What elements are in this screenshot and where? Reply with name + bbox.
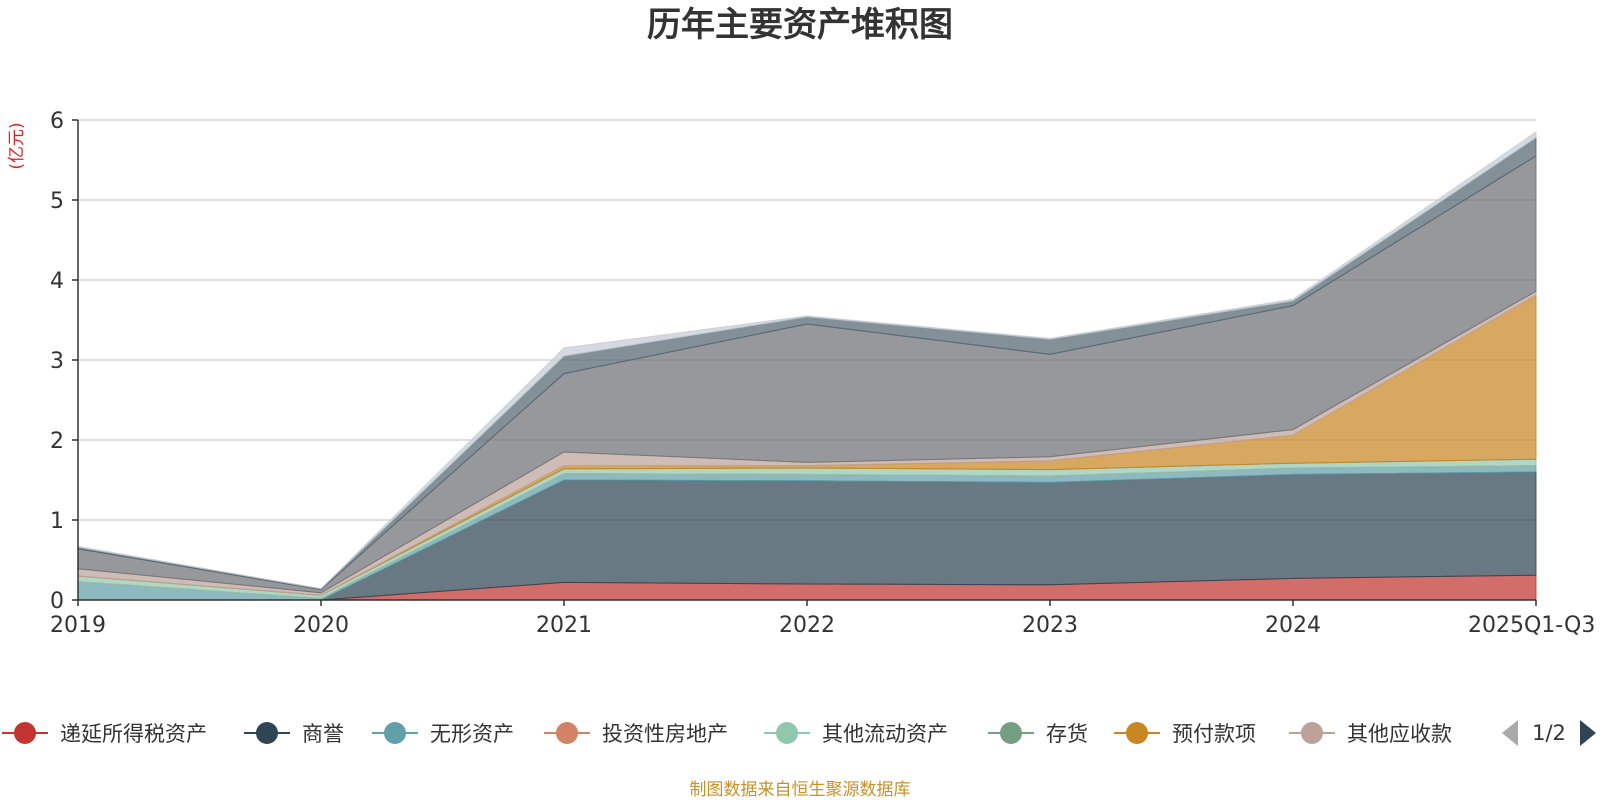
y-tick-label: 5 xyxy=(50,189,64,214)
chart-title: 历年主要资产堆积图 xyxy=(647,5,953,45)
legend-pager: 1/2 xyxy=(1502,720,1596,746)
legend-label: 投资性房地产 xyxy=(602,722,728,746)
legend-marker-icon xyxy=(1000,722,1022,744)
legend-item[interactable]: 递延所得税资产 xyxy=(2,722,207,746)
x-tick-label: 2019 xyxy=(50,613,106,638)
x-tick-label: 2021 xyxy=(536,613,592,638)
legend-prev-arrow-icon[interactable] xyxy=(1502,720,1518,746)
legend-label: 其他应收款 xyxy=(1347,722,1452,746)
legend: 递延所得税资产 商誉 无形资产 投资性房地产 其他流动资产 存货 预付款项 其他应收款 xyxy=(2,722,1452,746)
legend-marker-icon xyxy=(776,722,798,744)
y-axis-ticks: 0 1 2 3 4 5 6 xyxy=(50,109,78,614)
area-series-10 xyxy=(77,131,1537,590)
x-tick-label: 2023 xyxy=(1022,613,1078,638)
y-tick-label: 1 xyxy=(50,509,64,534)
y-tick-label: 0 xyxy=(50,589,64,614)
legend-next-arrow-icon[interactable] xyxy=(1580,720,1596,746)
y-axis-unit-label: (亿元) xyxy=(7,122,27,169)
area-series-group xyxy=(77,131,1537,601)
y-tick-label: 4 xyxy=(50,269,64,294)
legend-item[interactable]: 无形资产 xyxy=(372,722,514,746)
legend-label: 商誉 xyxy=(302,722,344,746)
legend-item[interactable]: 其他流动资产 xyxy=(764,722,948,746)
legend-item[interactable]: 存货 xyxy=(988,722,1088,746)
x-tick-label: 2025Q1-Q3 xyxy=(1468,613,1595,638)
y-tick-label: 6 xyxy=(50,109,64,134)
legend-item[interactable]: 其他应收款 xyxy=(1289,722,1452,746)
x-tick-label: 2022 xyxy=(779,613,835,638)
y-tick-label: 2 xyxy=(50,429,64,454)
legend-marker-icon xyxy=(384,722,406,744)
x-tick-label: 2024 xyxy=(1265,613,1321,638)
legend-marker-icon xyxy=(556,722,578,744)
legend-marker-icon xyxy=(14,722,36,744)
legend-label: 预付款项 xyxy=(1172,722,1256,746)
legend-item[interactable]: 预付款项 xyxy=(1114,722,1256,746)
legend-label: 递延所得税资产 xyxy=(60,722,207,746)
legend-item[interactable]: 商誉 xyxy=(244,722,344,746)
x-axis-ticks: 2019 2020 2021 2022 2023 2024 2025Q1-Q3 xyxy=(50,600,1595,638)
legend-label: 无形资产 xyxy=(430,722,514,746)
source-footer: 制图数据来自恒生聚源数据库 xyxy=(690,780,911,800)
legend-label: 其他流动资产 xyxy=(822,722,948,746)
legend-item[interactable]: 投资性房地产 xyxy=(544,722,728,746)
legend-label: 存货 xyxy=(1046,722,1088,746)
legend-marker-icon xyxy=(256,722,278,744)
x-tick-label: 2020 xyxy=(293,613,349,638)
y-tick-label: 3 xyxy=(50,349,64,374)
legend-marker-icon xyxy=(1126,722,1148,744)
legend-page-indicator: 1/2 xyxy=(1532,721,1566,745)
legend-marker-icon xyxy=(1301,722,1323,744)
